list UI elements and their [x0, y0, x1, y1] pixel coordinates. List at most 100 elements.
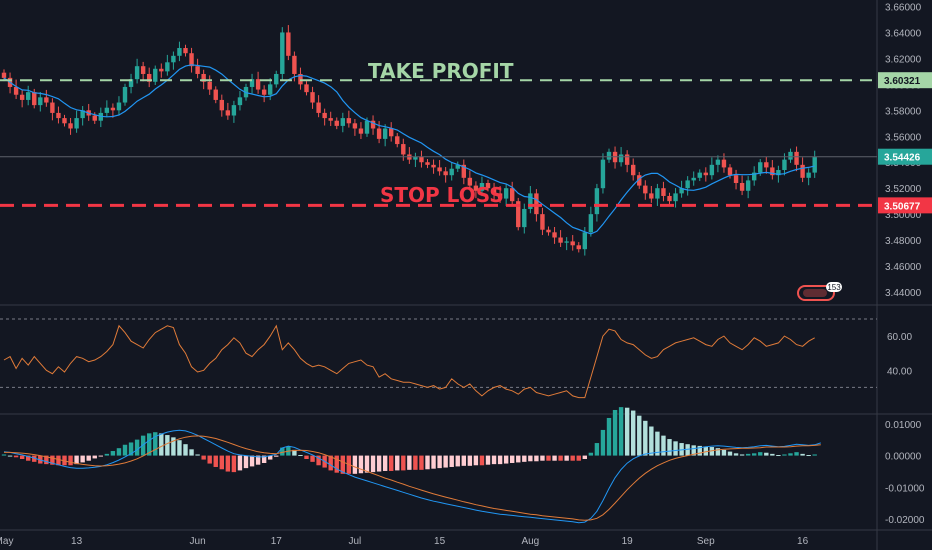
candle: [503, 183, 509, 206]
candle-body: [752, 172, 757, 181]
macd-line: [3, 429, 821, 524]
candle: [449, 162, 454, 181]
candle-body: [68, 123, 73, 129]
macd-histogram-bar: [7, 455, 13, 457]
candle-body: [685, 180, 690, 189]
macd-histogram-bar: [1, 454, 7, 456]
macd-histogram-bar: [140, 435, 146, 456]
macd-histogram-bar: [261, 455, 267, 463]
macd-histogram-bar: [177, 440, 182, 456]
macd-histogram-bar: [153, 432, 158, 456]
candle-body: [558, 237, 563, 243]
candle: [752, 166, 757, 186]
macd-histogram-bar: [733, 453, 739, 456]
macd-histogram-bar: [382, 455, 388, 471]
macd-pane[interactable]: 0.01000 0.00000 -0.01000 -0.02000: [1, 407, 925, 526]
macd-histogram-bar: [74, 455, 79, 465]
candle-body: [231, 105, 237, 116]
macd-histogram-bar: [649, 426, 654, 456]
macd-tick-label: -0.02000: [885, 515, 925, 526]
candle-body: [522, 208, 527, 228]
macd-histogram-bar: [697, 445, 702, 456]
macd-histogram-bar: [691, 445, 696, 456]
candle-body: [443, 171, 448, 176]
candle-body: [697, 172, 702, 178]
candle-body: [50, 102, 55, 113]
candle: [516, 197, 521, 231]
time-tick-label: 16: [797, 536, 809, 547]
candle-body: [159, 68, 164, 72]
candle: [159, 63, 164, 78]
macd-histogram-bar: [171, 437, 176, 456]
macd-histogram-bar: [26, 455, 31, 461]
macd-histogram-bar: [528, 455, 533, 462]
candle-body: [328, 118, 333, 121]
macd-histogram-bar: [455, 455, 460, 467]
macd-histogram-bar: [219, 455, 224, 470]
price-tick-label: 3.56000: [885, 132, 922, 143]
price-pane[interactable]: [1, 25, 817, 256]
candle-body: [419, 157, 424, 163]
candle-body: [280, 32, 285, 74]
macd-histogram-bar: [389, 455, 394, 471]
candle: [346, 110, 352, 128]
candle-body: [274, 73, 279, 85]
candle-body: [183, 48, 188, 54]
take-profit-price-tag: 3.60321: [878, 72, 932, 89]
candle-body: [485, 183, 491, 189]
macd-histogram-bar: [443, 455, 448, 468]
macd-histogram-bar: [268, 455, 273, 460]
candle: [128, 73, 134, 94]
macd-histogram-bar: [159, 433, 164, 456]
macd-histogram-bar: [812, 454, 817, 456]
candle: [510, 181, 515, 207]
candle-body: [588, 214, 594, 233]
candle: [280, 27, 285, 81]
macd-histogram-bar: [56, 455, 61, 466]
candle-body: [304, 84, 309, 93]
candle-body: [334, 120, 339, 126]
price-tick-label: 3.64000: [885, 28, 922, 39]
rsi-pane[interactable]: 60.00 40.00: [0, 318, 912, 399]
macd-histogram-bar: [661, 435, 666, 456]
candle: [249, 73, 255, 94]
time-tick-label: Aug: [521, 536, 539, 547]
macd-tick-label: 0.00000: [885, 452, 922, 463]
candle: [237, 90, 243, 111]
candle: [497, 185, 503, 203]
candle: [80, 106, 85, 126]
candle-body: [140, 66, 146, 74]
candle-body: [739, 183, 745, 191]
macd-histogram-bar: [558, 455, 563, 461]
time-tick-label: Jun: [190, 536, 206, 547]
macd-histogram-bar: [582, 455, 587, 460]
candle: [74, 110, 79, 133]
candle: [479, 176, 485, 197]
stop-loss-annotation: STOP LOSS: [380, 183, 504, 207]
price-axis[interactable]: 3.660003.640003.620003.600003.580003.560…: [878, 2, 932, 299]
macd-histogram-bar: [340, 455, 345, 474]
macd-histogram-bar: [534, 455, 539, 462]
candle-body: [661, 188, 666, 196]
candle: [153, 65, 158, 86]
candle-body: [413, 157, 418, 160]
macd-histogram-bar: [479, 455, 485, 466]
candle-body: [497, 193, 503, 199]
candle: [624, 150, 630, 173]
candle: [56, 106, 61, 124]
macd-histogram-bar: [328, 455, 333, 471]
candle: [431, 159, 436, 174]
macd-histogram-bar: [655, 431, 660, 456]
macd-histogram-bar: [679, 443, 684, 456]
macd-histogram-bar: [44, 455, 49, 465]
alert-badge[interactable]: 153: [797, 282, 842, 301]
candle-body: [19, 94, 25, 100]
macd-histogram-bar: [334, 455, 339, 473]
time-axis[interactable]: May 13 Jun 17 Jul 15 Aug 19 Sep 16: [0, 536, 809, 547]
candle: [68, 117, 73, 135]
candle-body: [201, 73, 206, 82]
macd-histogram-bar: [376, 455, 382, 472]
candle: [207, 75, 212, 95]
candle-body: [516, 201, 521, 228]
